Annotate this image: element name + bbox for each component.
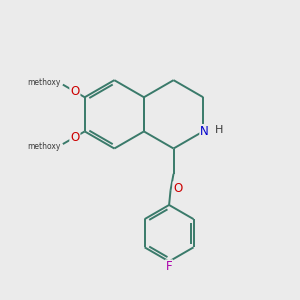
- Text: H: H: [214, 125, 223, 135]
- Text: F: F: [166, 260, 172, 273]
- Text: O: O: [70, 85, 80, 98]
- Text: O: O: [70, 130, 80, 144]
- Text: N: N: [200, 125, 209, 138]
- Text: methoxy: methoxy: [27, 78, 61, 87]
- Text: methoxy: methoxy: [27, 142, 61, 151]
- Text: O: O: [173, 182, 183, 195]
